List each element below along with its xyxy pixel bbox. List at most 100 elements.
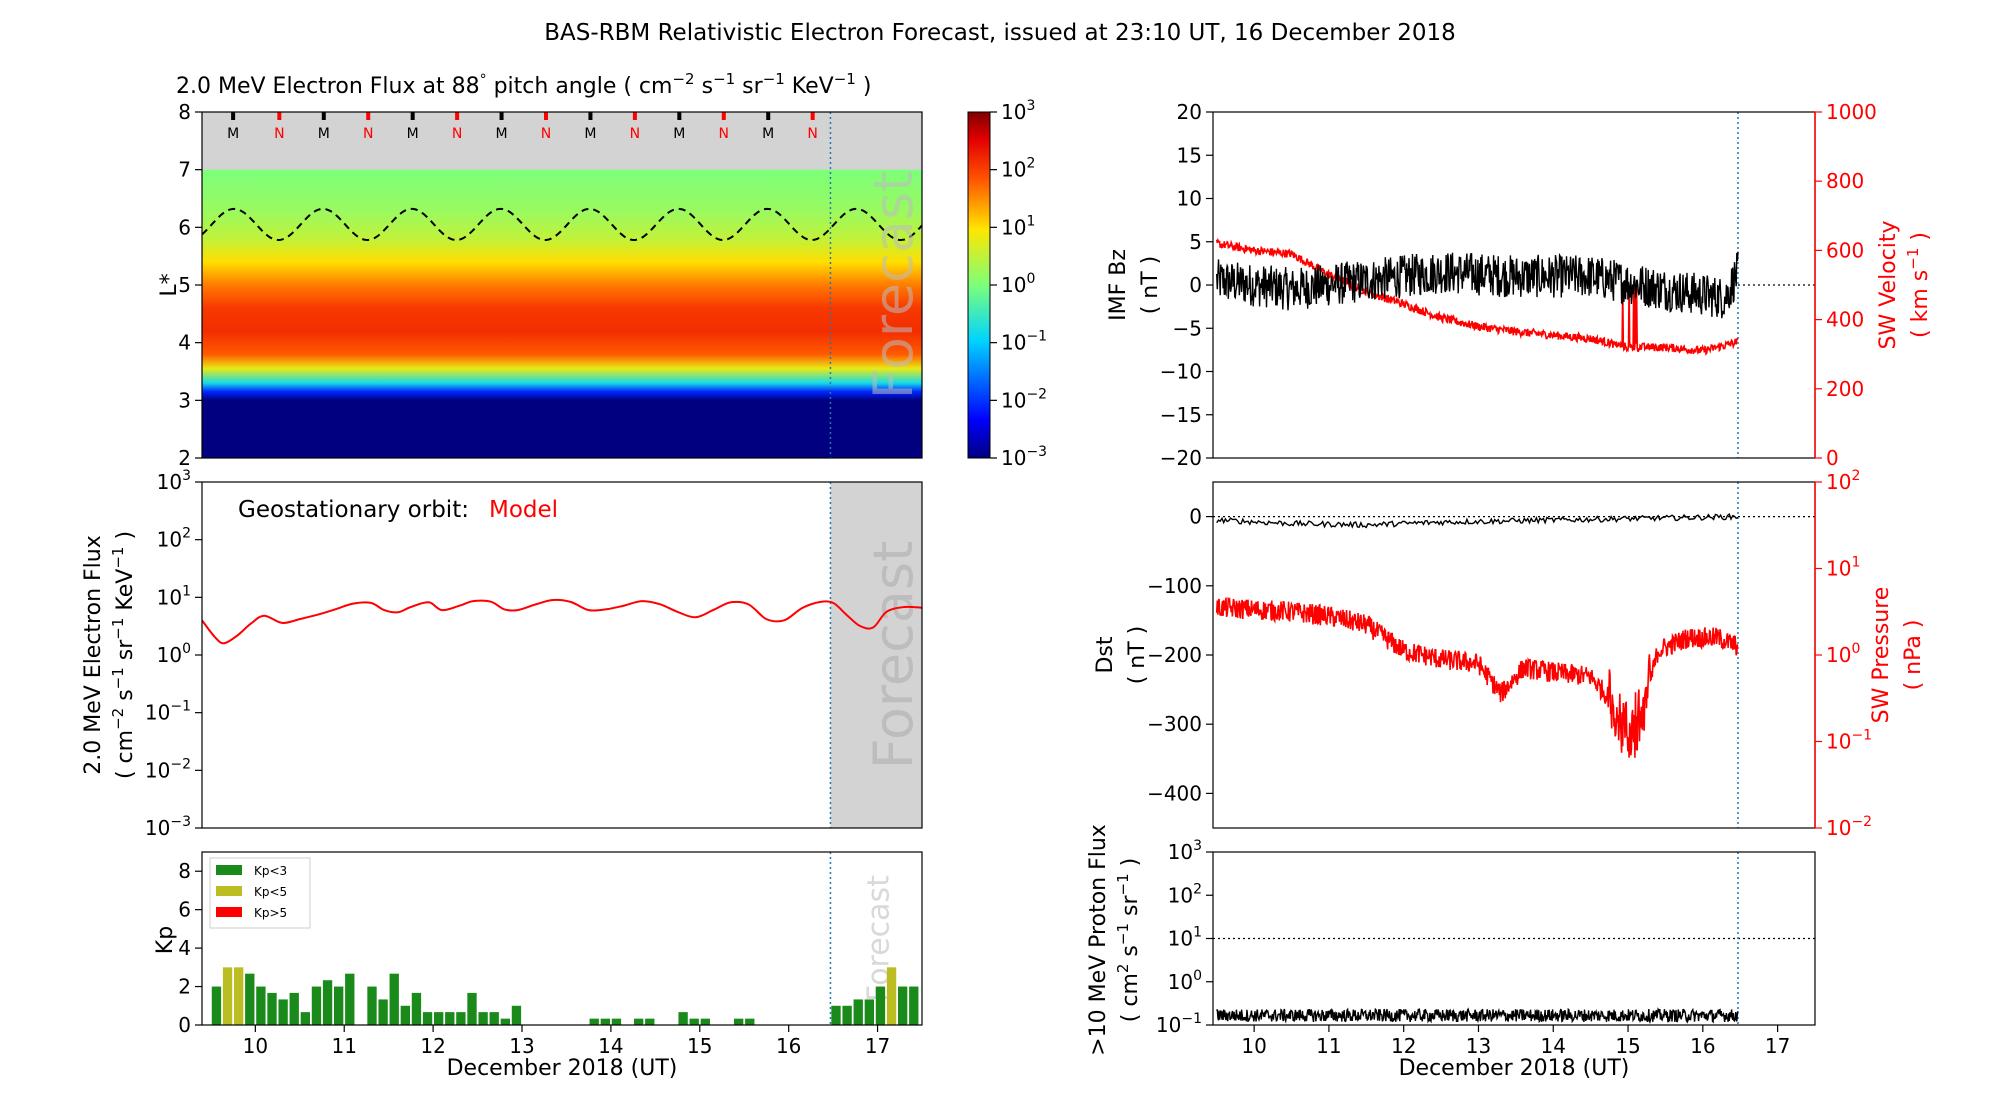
sw-velocity-line — [1215, 237, 1739, 356]
imf-ylabel-units: ( nT ) — [1138, 256, 1163, 315]
y-tick-label: 10−3 — [145, 814, 191, 840]
dst-right-axis: 10−2 10−1 100 101 102 — [1815, 468, 1872, 840]
colorbar-scale — [967, 111, 991, 459]
x-tick-label: 10 — [243, 1034, 268, 1058]
y-tick-label: 100 — [1168, 968, 1202, 994]
orbit-marker-label: N — [630, 126, 640, 142]
forecast-region — [830, 482, 922, 828]
orbit-marker — [632, 112, 637, 120]
kp-bar — [700, 1018, 710, 1025]
kp-bar — [689, 1018, 699, 1025]
y-tick-label: 102 — [1826, 468, 1860, 494]
kp-forecast-bar — [909, 986, 919, 1025]
kp-bar — [478, 1012, 488, 1025]
x-tick-label: 12 — [1391, 1034, 1416, 1058]
orbit-marker — [766, 112, 771, 120]
colorbar-tick-label: 100 — [1001, 271, 1035, 297]
y-tick-label: 1000 — [1826, 100, 1877, 124]
dst-frame — [1212, 481, 1816, 829]
kp-bar — [411, 992, 422, 1025]
orbit-marker-label: N — [452, 126, 462, 142]
sw-pressure-ylabel: SW Pressure — [1869, 587, 1894, 724]
kp-bar — [734, 1018, 744, 1025]
sw-pressure-line — [1215, 596, 1739, 758]
colorbar-ticks: 10−3 10−2 10−1 100 101 102 103 — [990, 98, 1047, 470]
colorbar-tick-label: 102 — [1001, 156, 1035, 182]
y-tick-label: 0 — [178, 1013, 191, 1037]
x-tick-label: 17 — [1765, 1034, 1790, 1058]
legend-label-kpgt5: Kp>5 — [254, 906, 287, 920]
dst-line — [1216, 512, 1739, 529]
legend-swatch-green — [216, 865, 242, 875]
y-tick-label: −15 — [1160, 403, 1202, 427]
y-tick-label: 101 — [157, 583, 191, 609]
model-flux-line — [202, 598, 922, 645]
kp-bar — [445, 1012, 455, 1025]
y-tick-label: 10 — [1177, 187, 1202, 211]
kp-bar — [634, 1018, 644, 1025]
y-tick-label: −400 — [1147, 781, 1202, 805]
x-tick-label: 13 — [509, 1034, 534, 1058]
orbit-marker — [455, 112, 460, 120]
kp-bar — [278, 999, 288, 1025]
x-tick-label: 10 — [1241, 1034, 1266, 1058]
geo-flux-panel: Forecast Geostationary orbit: Model 10−31… — [81, 468, 923, 840]
kp-bar — [745, 1018, 755, 1025]
flux-map-title: 2.0 MeV Electron Flux at 88° pitch angle… — [176, 70, 871, 99]
colorbar: 10−3 10−2 10−1 100 101 102 103 — [967, 98, 1047, 470]
orbit-marker — [410, 112, 415, 120]
x-tick-label: 15 — [687, 1034, 712, 1058]
orbit-marker-label: N — [541, 126, 551, 142]
y-tick-label: −20 — [1160, 446, 1202, 470]
kp-bars — [211, 967, 919, 1025]
proton-panel: 10−1 100 101 102 103 10 11 12 13 14 15 16 17 >10 Me… — [1086, 824, 1816, 1081]
y-tick-label: −300 — [1147, 712, 1202, 736]
orbit-marker-label: N — [807, 126, 817, 142]
y-tick-label: 0 — [1189, 273, 1202, 297]
kp-bar — [222, 967, 233, 1025]
sw-velocity-units: ( km s−1 ) — [1904, 232, 1933, 338]
y-tick-label: 15 — [1177, 143, 1202, 167]
orbit-marker-label: M — [673, 126, 685, 142]
y-tick-label: 100 — [157, 641, 191, 667]
orbit-marker-label: M — [407, 126, 419, 142]
orbit-marker-label: N — [719, 126, 729, 142]
y-tick-label: 7 — [178, 158, 191, 182]
orbit-marker — [810, 112, 815, 120]
y-tick-label: 102 — [1168, 881, 1202, 907]
y-tick-label: 20 — [1177, 100, 1202, 124]
y-tick-label: 101 — [1168, 925, 1202, 951]
y-tick-label: 5 — [178, 273, 191, 297]
figure-title: BAS-RBM Relativistic Electron Forecast, … — [544, 20, 1455, 46]
y-tick-label: 102 — [157, 526, 191, 552]
kp-forecast-bar — [875, 986, 886, 1025]
y-tick-label: 200 — [1826, 377, 1864, 401]
kp-bar — [367, 986, 377, 1025]
y-tick-label: 8 — [178, 859, 191, 883]
kp-bar — [267, 992, 277, 1025]
proton-ylabel-units: ( cm2 s−1 sr−1 ) — [1114, 858, 1143, 1022]
kp-forecast-bar — [886, 967, 897, 1025]
y-tick-label: 10−1 — [1156, 1011, 1202, 1037]
flux-map-ylabel: L* — [157, 273, 182, 296]
dst-ylabel: Dst — [1093, 636, 1118, 673]
y-tick-label: −5 — [1173, 316, 1202, 340]
y-tick-label: 600 — [1826, 238, 1864, 262]
dashed-l-line — [202, 207, 922, 242]
kp-bar — [645, 1018, 655, 1025]
y-tick-label: 3 — [178, 388, 191, 412]
flux-map-grey-band — [202, 112, 922, 170]
y-tick-label: 10−2 — [145, 756, 191, 782]
kp-y-axis: 0 2 4 6 8 — [178, 859, 202, 1037]
y-tick-label: 103 — [1168, 838, 1202, 864]
y-tick-label: 10−1 — [145, 699, 191, 725]
kp-x-axis: 10 11 12 13 14 15 16 17 — [243, 1025, 890, 1058]
forecast-watermark: Forecast — [862, 171, 925, 400]
y-tick-label: 10−2 — [1826, 814, 1872, 840]
y-tick-label: −100 — [1147, 574, 1202, 598]
legend-swatch-yellow — [216, 886, 242, 896]
sw-pressure-units: ( nPa ) — [1901, 620, 1926, 691]
kp-bar — [378, 999, 388, 1025]
kp-bar — [334, 986, 344, 1025]
